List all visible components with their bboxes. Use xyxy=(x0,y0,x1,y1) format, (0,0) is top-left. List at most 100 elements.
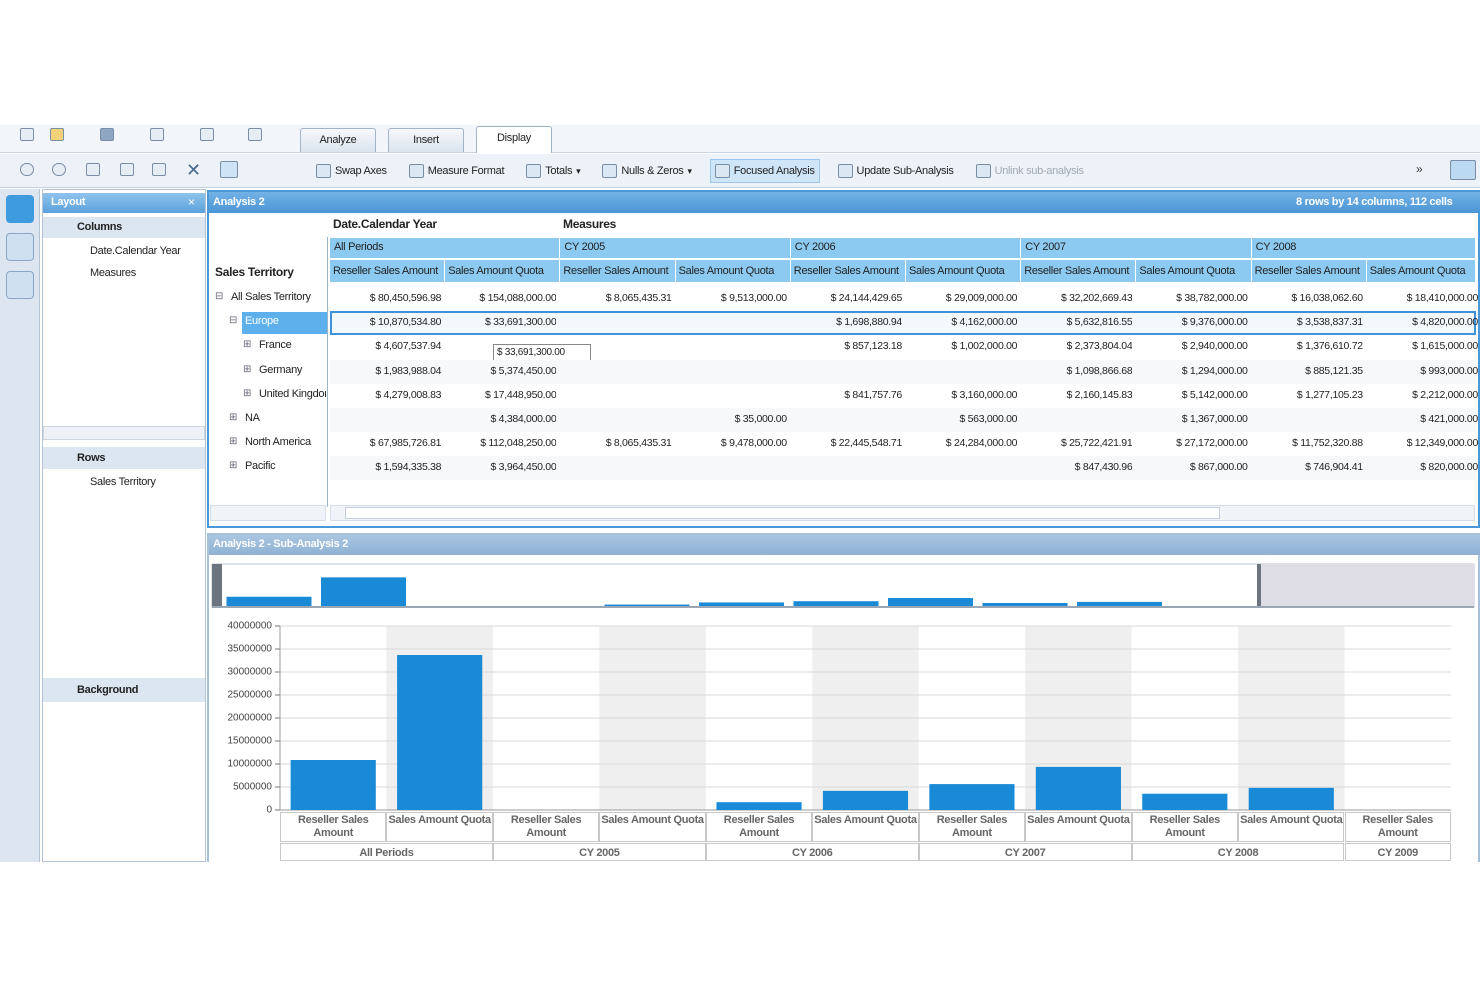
cell-value[interactable]: $ 24,284,000.00 xyxy=(945,437,1018,450)
cell-value[interactable]: $ 22,445,548.71 xyxy=(830,437,902,450)
toolbar-button[interactable]: Totals ▾ xyxy=(522,160,584,182)
cell-value[interactable]: $ 9,478,000.00 xyxy=(720,437,787,450)
icon-panel[interactable] xyxy=(1450,160,1476,180)
cell-value[interactable]: $ 1,002,000.00 xyxy=(951,340,1018,353)
icon-open[interactable] xyxy=(50,128,64,141)
measure-header[interactable]: Reseller Sales Amount xyxy=(330,260,446,282)
toolbar-button[interactable]: Nulls & Zeros ▾ xyxy=(598,160,695,182)
toolbar-button[interactable]: Unlink sub-analysis xyxy=(972,160,1088,182)
row-expander[interactable]: ⊞ xyxy=(229,436,238,448)
cell-value[interactable]: $ 4,384,000.00 xyxy=(490,413,557,425)
measure-header[interactable]: Reseller Sales Amount xyxy=(790,260,906,282)
rows-title[interactable]: Rows xyxy=(43,447,205,469)
cell-value[interactable]: $ 1,277,105.23 xyxy=(1296,388,1363,401)
measure-header[interactable]: Sales Amount Quota xyxy=(1136,260,1252,282)
measure-header[interactable]: Sales Amount Quota xyxy=(906,260,1022,282)
row-expander[interactable]: ⊞ xyxy=(243,363,252,375)
cell-value[interactable]: $ 3,964,450.00 xyxy=(490,461,557,474)
cell-value[interactable]: $ 5,374,450.00 xyxy=(490,364,557,377)
row-label[interactable]: Europe xyxy=(245,315,279,328)
column-item[interactable]: Measures xyxy=(90,267,136,279)
cell-value[interactable]: $ 820,000.00 xyxy=(1420,461,1478,474)
column-item[interactable]: Date.Calendar Year xyxy=(90,245,181,257)
tab[interactable]: Analyze xyxy=(300,128,376,152)
cell-value[interactable]: $ 8,065,435.31 xyxy=(605,292,672,304)
cell-value[interactable]: $ 35,000.00 xyxy=(734,413,787,425)
cell-value[interactable]: $ 18,410,000.00 xyxy=(1406,292,1478,304)
measure-header[interactable]: Reseller Sales Amount xyxy=(560,260,676,282)
row-expander[interactable]: ⊞ xyxy=(229,460,238,472)
cell-value[interactable]: $ 421,000.00 xyxy=(1420,413,1478,425)
row-expander[interactable]: ⊞ xyxy=(243,339,252,351)
cell-value[interactable]: $ 16,038,062.60 xyxy=(1291,292,1363,304)
background-title[interactable]: Background xyxy=(43,678,205,702)
period-header[interactable]: CY 2008 xyxy=(1251,238,1476,258)
icon-export[interactable] xyxy=(200,128,214,141)
cell-value[interactable]: $ 847,430.96 xyxy=(1074,461,1133,474)
toolbar-button[interactable]: Measure Format xyxy=(405,160,509,182)
cell-value[interactable]: $ 17,448,950.00 xyxy=(484,388,557,401)
period-header[interactable]: All Periods xyxy=(330,238,561,258)
column-scrollbar-thumb[interactable] xyxy=(345,507,1220,519)
icon-redo[interactable] xyxy=(52,163,66,176)
icon-paste[interactable] xyxy=(152,163,166,176)
measure-header[interactable]: Sales Amount Quota xyxy=(445,260,561,282)
cell-value[interactable]: $ 9,513,000.00 xyxy=(720,292,787,304)
measure-header[interactable]: Sales Amount Quota xyxy=(675,260,791,282)
icon-cut[interactable] xyxy=(86,163,100,176)
icon-new[interactable] xyxy=(20,128,34,141)
row-label[interactable]: United Kingdom xyxy=(259,387,326,400)
row-label[interactable]: North America xyxy=(245,436,311,449)
cell-value[interactable]: $ 4,820,000.00 xyxy=(1412,316,1478,329)
cell-value[interactable]: $ 993,000.00 xyxy=(1420,364,1478,377)
side-icon-data[interactable] xyxy=(6,233,34,261)
cell-value[interactable]: $ 2,160,145.83 xyxy=(1066,388,1133,401)
cell-value[interactable]: $ 4,162,000.00 xyxy=(951,316,1018,329)
side-icon-properties[interactable] xyxy=(6,271,34,299)
cell-value[interactable]: $ 1,698,880.94 xyxy=(836,316,902,329)
toolbar-button[interactable]: Focused Analysis xyxy=(709,159,820,183)
row-item[interactable]: Sales Territory xyxy=(90,476,156,488)
measure-header[interactable]: Sales Amount Quota xyxy=(1366,260,1476,282)
overflow-chevron[interactable]: » xyxy=(1416,162,1423,176)
tab[interactable]: Insert xyxy=(388,128,464,152)
cell-value[interactable]: $ 4,279,008.83 xyxy=(375,388,442,401)
period-header[interactable]: CY 2006 xyxy=(790,238,1022,258)
icon-print[interactable] xyxy=(248,128,262,141)
measure-header[interactable]: Reseller Sales Amount xyxy=(1021,260,1137,282)
row-expander[interactable]: ⊟ xyxy=(215,291,224,302)
cell-value[interactable]: $ 33,691,300.00 xyxy=(484,316,557,329)
toolbar-button[interactable]: Swap Axes xyxy=(312,160,391,182)
icon-layout[interactable] xyxy=(220,161,238,178)
row-label[interactable]: All Sales Territory xyxy=(231,291,311,303)
row-label[interactable]: Germany xyxy=(259,363,303,376)
cell-value[interactable]: $ 12,349,000.00 xyxy=(1406,437,1478,450)
cell-value[interactable]: $ 25,722,421.91 xyxy=(1060,437,1133,450)
cell-value[interactable]: $ 1,367,000.00 xyxy=(1181,413,1248,425)
cell-value[interactable]: $ 154,088,000.00 xyxy=(479,292,557,304)
cell-value[interactable]: $ 746,904.41 xyxy=(1305,461,1363,474)
icon-undo[interactable] xyxy=(20,163,34,176)
cell-value[interactable]: $ 1,376,610.72 xyxy=(1296,340,1363,353)
layout-scrollbar[interactable] xyxy=(43,426,205,440)
cell-value[interactable]: $ 1,098,866.68 xyxy=(1066,364,1133,377)
cell-value[interactable]: $ 885,121.35 xyxy=(1305,364,1363,377)
icon-print-preview[interactable] xyxy=(150,128,164,141)
icon-save[interactable] xyxy=(100,128,114,141)
tab[interactable]: Display xyxy=(476,126,552,153)
cell-value[interactable]: $ 4,607,537.94 xyxy=(375,340,442,353)
cell-value[interactable]: $ 841,757.76 xyxy=(844,388,902,401)
cell-value[interactable]: $ 563,000.00 xyxy=(959,413,1018,425)
cell-value[interactable]: $ 32,202,669.43 xyxy=(1060,292,1133,304)
cell-value[interactable]: $ 80,450,596.98 xyxy=(369,292,442,304)
measure-header[interactable]: Reseller Sales Amount xyxy=(1251,260,1367,282)
row-label[interactable]: France xyxy=(259,339,292,352)
cell-value[interactable]: $ 8,065,435.31 xyxy=(605,437,672,450)
cell-value[interactable]: $ 1,594,335.38 xyxy=(375,461,442,474)
period-header[interactable]: CY 2007 xyxy=(1021,238,1252,258)
cell-value[interactable]: $ 1,983,988.04 xyxy=(375,364,442,377)
cell-value[interactable]: $ 857,123.18 xyxy=(844,340,902,353)
cell-value[interactable]: $ 10,870,534.80 xyxy=(369,316,442,329)
cell-value[interactable]: $ 2,212,000.00 xyxy=(1412,388,1478,401)
cell-value[interactable]: $ 27,172,000.00 xyxy=(1176,437,1248,450)
